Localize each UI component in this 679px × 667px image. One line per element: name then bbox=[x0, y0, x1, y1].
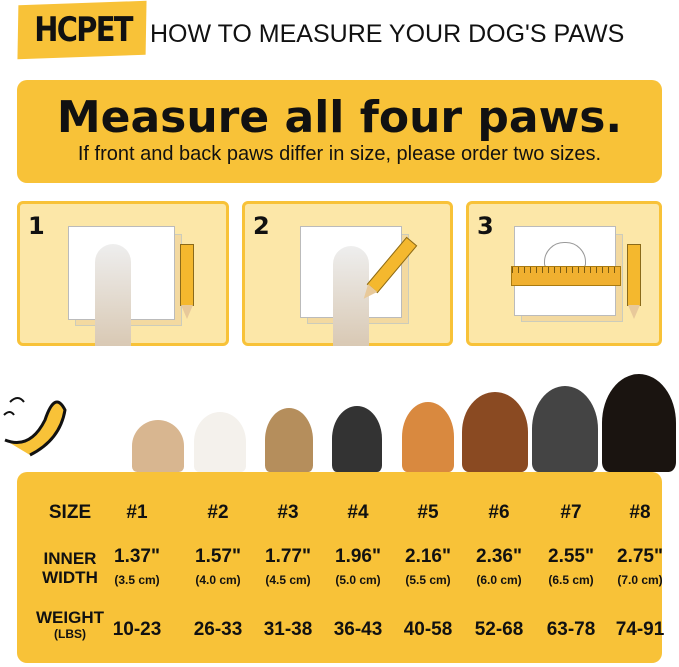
size-label: #5 bbox=[417, 502, 439, 523]
step-3-panel: 3 bbox=[466, 201, 662, 346]
weight-range: 63-78 bbox=[546, 619, 596, 640]
inner-width-cm: (4.5 cm) bbox=[265, 573, 311, 587]
size-label: #6 bbox=[488, 502, 510, 523]
inner-width-cm: (5.0 cm) bbox=[335, 573, 381, 587]
weight-range: 74-91 bbox=[615, 619, 665, 640]
step-2-panel: 2 bbox=[242, 201, 453, 346]
inner-width-inches: 2.55" bbox=[548, 546, 594, 567]
inner-width-inches: 2.75" bbox=[617, 546, 663, 567]
dog-paw-icon bbox=[95, 244, 131, 346]
inner-width-cm: (3.5 cm) bbox=[114, 573, 160, 587]
row-label-inner-width: INNER WIDTH bbox=[42, 549, 98, 587]
inner-width-inches: 2.36" bbox=[476, 546, 522, 567]
brand-logo: HCPET bbox=[34, 10, 133, 50]
husky-image bbox=[532, 386, 598, 472]
inner-width-cm: (6.5 cm) bbox=[548, 573, 594, 587]
row-label-weight: WEIGHT (LBS) bbox=[36, 608, 104, 641]
label-unit: (LBS) bbox=[54, 627, 86, 641]
label-line: INNER bbox=[43, 549, 97, 568]
decorative-swoosh-icon bbox=[3, 397, 67, 457]
weight-range: 10-23 bbox=[112, 619, 162, 640]
row-label-size: SIZE bbox=[48, 502, 92, 523]
step-number: 1 bbox=[28, 212, 45, 240]
step-1-panel: 1 bbox=[17, 201, 229, 346]
step-number: 3 bbox=[477, 212, 494, 240]
banner-headline: Measure all four paws. bbox=[56, 92, 623, 143]
weight-range: 52-68 bbox=[474, 619, 524, 640]
weight-range: 36-43 bbox=[333, 619, 383, 640]
schnauzer-image bbox=[332, 406, 382, 472]
dog-lineup bbox=[120, 370, 679, 472]
rottweiler-image bbox=[602, 374, 676, 472]
label-line: WIDTH bbox=[42, 568, 98, 587]
shiba-image bbox=[402, 402, 454, 472]
weight-range: 31-38 bbox=[263, 619, 313, 640]
instruction-banner: Measure all four paws. If front and back… bbox=[17, 80, 662, 183]
step-number: 2 bbox=[253, 212, 270, 240]
yorkie-image bbox=[265, 408, 313, 472]
chihuahua-image bbox=[132, 420, 184, 472]
australian-shepherd-image bbox=[462, 392, 528, 472]
pencil-icon bbox=[180, 244, 194, 319]
inner-width-inches: 1.57" bbox=[195, 546, 241, 567]
inner-width-inches: 2.16" bbox=[405, 546, 451, 567]
size-label: #3 bbox=[277, 502, 299, 523]
inner-width-inches: 1.96" bbox=[335, 546, 381, 567]
label-line: WEIGHT bbox=[36, 608, 104, 627]
inner-width-cm: (7.0 cm) bbox=[617, 573, 663, 587]
size-label: #1 bbox=[126, 502, 148, 523]
inner-width-inches: 1.77" bbox=[265, 546, 311, 567]
weight-range: 26-33 bbox=[193, 619, 243, 640]
size-label: #8 bbox=[629, 502, 651, 523]
ruler-icon bbox=[511, 266, 621, 286]
size-label: #2 bbox=[207, 502, 229, 523]
bichon-image bbox=[194, 412, 246, 472]
size-chart-table: SIZE INNER WIDTH WEIGHT (LBS) #1 1.37" (3.… bbox=[17, 472, 665, 663]
size-label: #4 bbox=[347, 502, 369, 523]
pencil-icon bbox=[627, 244, 641, 319]
page-title: HOW TO MEASURE YOUR DOG'S PAWS bbox=[150, 20, 625, 48]
inner-width-cm: (6.0 cm) bbox=[476, 573, 522, 587]
inner-width-cm: (4.0 cm) bbox=[195, 573, 241, 587]
weight-range: 40-58 bbox=[403, 619, 453, 640]
size-label: #7 bbox=[560, 502, 582, 523]
banner-subtext: If front and back paws differ in size, p… bbox=[77, 143, 602, 165]
inner-width-cm: (5.5 cm) bbox=[405, 573, 451, 587]
inner-width-inches: 1.37" bbox=[114, 546, 160, 567]
